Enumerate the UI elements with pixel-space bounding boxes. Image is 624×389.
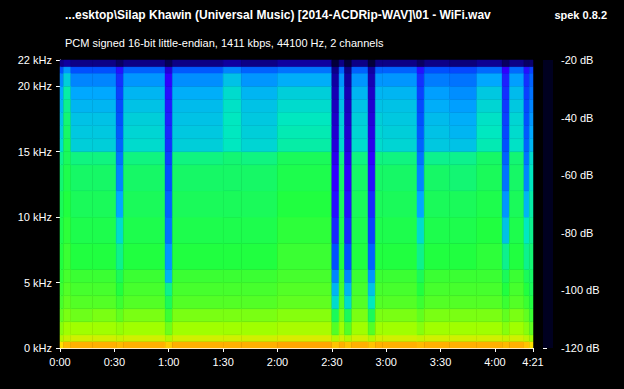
svg-text:-80 dB: -80 dB: [561, 227, 593, 239]
svg-text:1:30: 1:30: [212, 356, 233, 368]
svg-text:4:00: 4:00: [484, 356, 505, 368]
svg-text:3:30: 3:30: [430, 356, 451, 368]
svg-text:0 kHz: 0 kHz: [24, 342, 52, 354]
svg-text:5 kHz: 5 kHz: [24, 277, 52, 289]
svg-text:-100 dB: -100 dB: [561, 284, 600, 296]
svg-text:0:00: 0:00: [49, 356, 70, 368]
svg-text:PCM signed 16-bit little-endia: PCM signed 16-bit little-endian, 1411 kb…: [65, 37, 384, 49]
svg-text:0:30: 0:30: [104, 356, 125, 368]
svg-text:15 kHz: 15 kHz: [18, 146, 52, 158]
svg-text:20 kHz: 20 kHz: [18, 80, 52, 92]
svg-text:-120 dB: -120 dB: [561, 342, 600, 354]
svg-text:22 kHz: 22 kHz: [18, 54, 52, 66]
svg-text:2:00: 2:00: [267, 356, 288, 368]
svg-text:...esktop\Silap Khawin (Univer: ...esktop\Silap Khawin (Universal Music)…: [65, 8, 491, 22]
svg-text:-60 dB: -60 dB: [561, 169, 593, 181]
svg-text:1:00: 1:00: [158, 356, 179, 368]
svg-text:4:21: 4:21: [522, 356, 543, 368]
svg-text:-40 dB: -40 dB: [561, 112, 593, 124]
svg-text:2:30: 2:30: [321, 356, 342, 368]
svg-text:10 kHz: 10 kHz: [18, 211, 52, 223]
svg-text:-20 dB: -20 dB: [561, 54, 593, 66]
svg-text:3:00: 3:00: [375, 356, 396, 368]
svg-text:spek 0.8.2: spek 0.8.2: [554, 9, 607, 21]
